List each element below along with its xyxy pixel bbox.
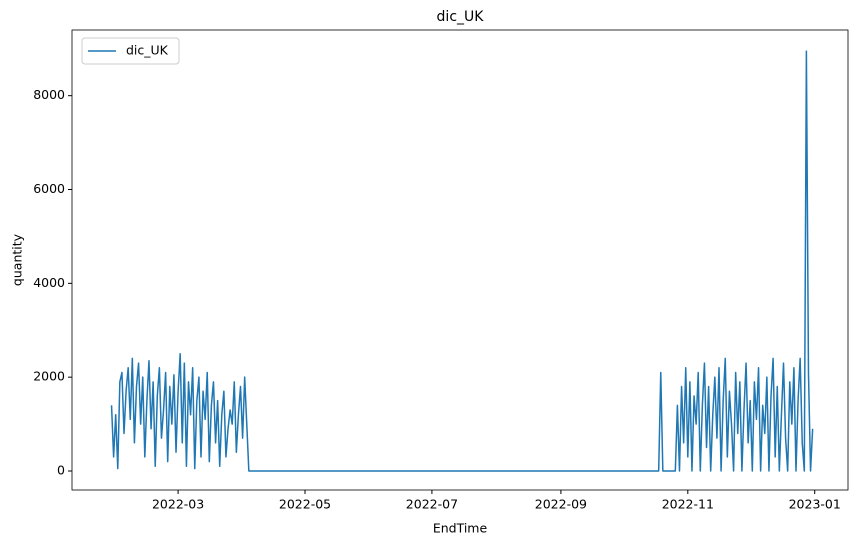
y-tick-label: 4000 bbox=[33, 275, 65, 290]
chart-title: dic_UK bbox=[437, 9, 485, 25]
x-tick-label: 2022-05 bbox=[279, 497, 331, 512]
legend-label: dic_UK bbox=[126, 43, 169, 58]
y-tick-label: 2000 bbox=[33, 369, 65, 384]
x-tick-label: 2023-01 bbox=[789, 497, 841, 512]
y-tick-label: 6000 bbox=[33, 181, 65, 196]
x-tick-label: 2022-09 bbox=[535, 497, 587, 512]
legend-box bbox=[81, 37, 180, 65]
plot-frame bbox=[71, 29, 849, 491]
line-series bbox=[110, 50, 814, 472]
y-tick-label: 8000 bbox=[33, 87, 65, 102]
x-axis-label: EndTime bbox=[433, 521, 488, 536]
y-axis-label: quantity bbox=[10, 233, 25, 286]
x-tick-label: 2022-11 bbox=[662, 497, 714, 512]
y-tick-label: 0 bbox=[57, 462, 65, 477]
x-tick-label: 2022-07 bbox=[406, 497, 458, 512]
x-tick-label: 2022-03 bbox=[152, 497, 204, 512]
